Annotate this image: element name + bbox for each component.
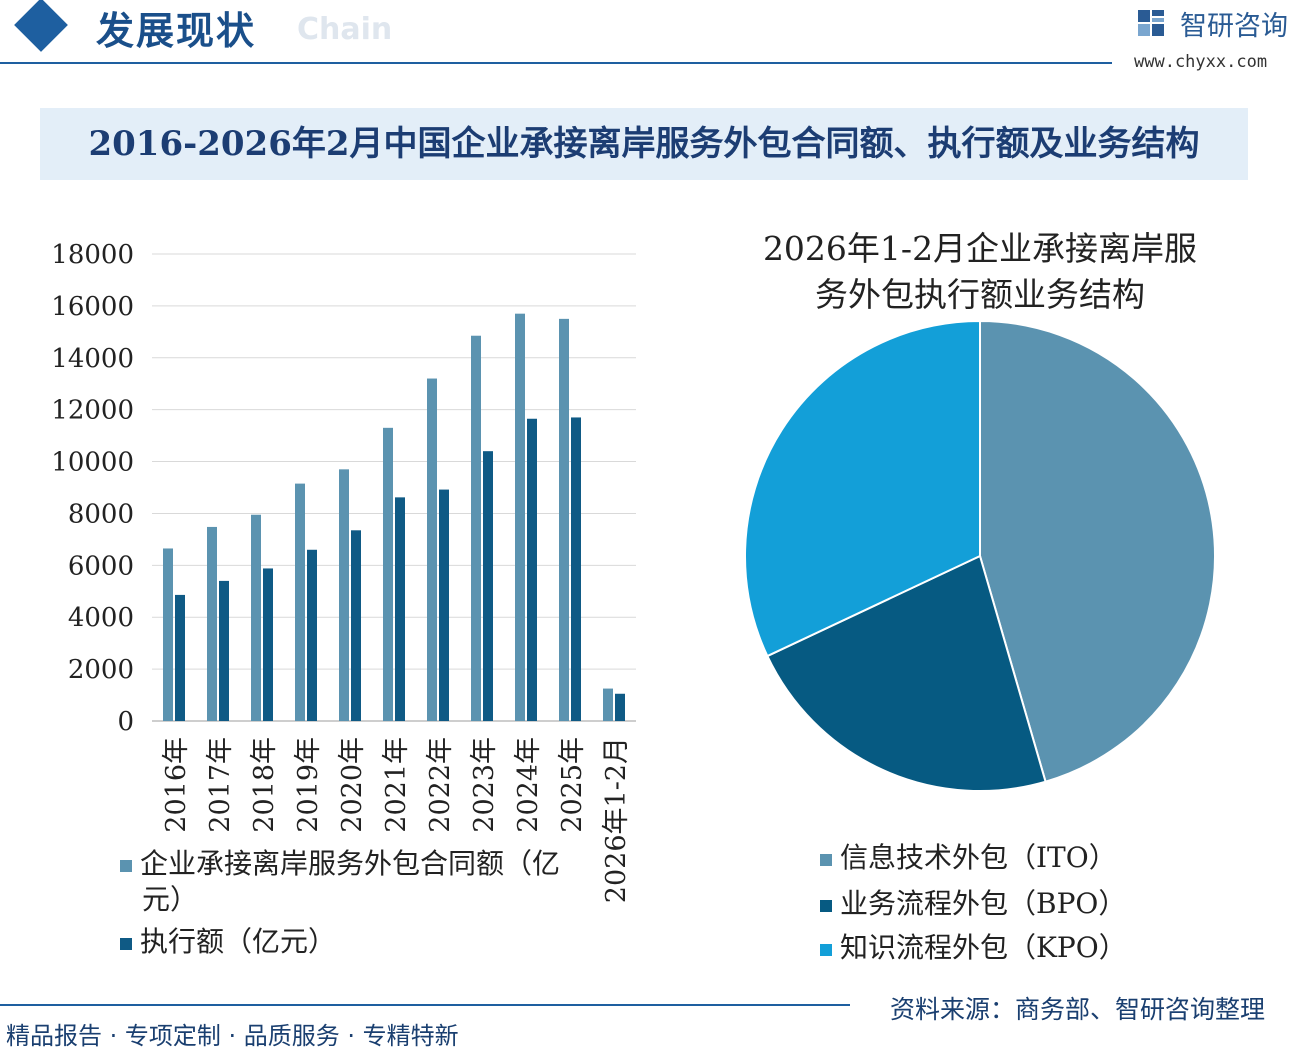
legend-swatch-ito [820,853,832,866]
bar-contract [163,548,173,721]
footer-divider [0,1004,850,1006]
x-tick-label: 2023年 [469,737,500,833]
bar-contract [603,688,613,721]
y-tick-label: 8000 [68,499,134,529]
bar-legend-execution-label: 执行额（亿元） [140,925,337,958]
pie-legend-kpo: 知识流程外包（KPO） [820,926,1127,966]
pie-slice-kpo [744,319,981,658]
pie-legend-bpo-label: 业务流程外包（BPO） [840,887,1127,920]
brand-url: www.chyxx.com [1134,52,1268,72]
pie-chart [744,319,1216,792]
y-tick-label: 0 [117,707,134,737]
data-source: 资料来源：商务部、智研咨询整理 [890,995,1266,1024]
x-tick-label: 2020年 [337,737,368,833]
bar-contract [339,469,349,721]
bar-execution [615,693,625,721]
pie-legend-bpo: 业务流程外包（BPO） [820,882,1126,922]
bar-contract [471,335,481,721]
title-band [40,108,1248,180]
bar-execution [263,568,273,721]
pie-title-line1: 2026年1-2月企业承接离岸服 [762,229,1198,268]
x-tick-label: 2018年 [249,737,280,833]
y-tick-label: 2000 [68,655,134,685]
header-ghost-text: Chain [297,12,393,47]
bar-contract [295,483,305,721]
bar-legend-contract-line2: 元） [142,883,199,916]
legend-swatch-bpo [820,899,832,912]
bar-legend-execution: 执行额（亿元） [120,920,336,960]
bar-execution [175,594,185,721]
pie-legend-ito-label: 信息技术外包（ITO） [840,841,1117,874]
header-diamond-icon [14,0,68,52]
bar-execution [395,497,405,721]
y-tick-label: 6000 [68,551,134,581]
legend-swatch-execution [120,937,132,950]
bar-contract [251,514,261,721]
bar-contract [515,313,525,721]
bar-contract [559,318,569,721]
x-tick-label: 2021年 [381,737,412,833]
x-tick-label: 2024年 [513,737,544,833]
footer-tagline: 精品报告 · 专项定制 · 品质服务 · 专精特新 [6,1022,459,1050]
bar-execution [219,580,229,721]
section-title: 发展现状 [96,8,257,53]
x-tick-label: 2025年 [557,737,588,833]
header-divider [0,62,1112,64]
bar-execution [439,489,449,721]
brand-logo-icon [1138,10,1164,36]
pie-legend-ito: 信息技术外包（ITO） [820,836,1117,876]
x-tick-label: 2026年1-2月 [601,737,632,903]
bar-chart: 0 2000 4000 6000 8000 10000 12000 14000 16000 180… [51,240,636,903]
y-tick-label: 4000 [68,603,134,633]
pie-title-line2: 务外包执行额业务结构 [815,275,1145,314]
bar-legend-contract: 企业承接离岸服务外包合同额（亿 元） [120,846,560,918]
pie-title: 2026年1-2月企业承接离岸服 务外包执行额业务结构 [720,226,1240,318]
x-tick-label: 2022年 [425,737,456,833]
pie-slice-bpo [766,554,1047,792]
bar-contract [427,378,437,721]
pie-legend-kpo-label: 知识流程外包（KPO） [840,931,1127,964]
legend-swatch-kpo [820,943,832,956]
bar-legend-contract-line1: 企业承接离岸服务外包合同额（亿 [140,847,561,880]
bar-execution [351,530,361,721]
legend-swatch-contract [120,859,132,872]
bar-execution [307,549,317,721]
bar-execution [527,418,537,721]
y-tick-label: 12000 [51,396,134,426]
pie-slice-ito [979,319,1216,783]
y-tick-label: 10000 [51,448,134,478]
x-tick-label: 2016年 [161,737,192,833]
bar-execution [483,451,493,721]
bar-contract [383,427,393,721]
y-tick-label: 14000 [51,344,134,374]
x-tick-label: 2019年 [293,737,324,833]
y-tick-label: 18000 [51,240,134,270]
bar-contract [207,526,217,721]
chart-main-title: 2016-2026年2月中国企业承接离岸服务外包合同额、执行额及业务结构 [88,124,1200,164]
x-tick-label: 2017年 [205,737,236,833]
brand-name: 智研咨询 [1180,11,1288,42]
y-tick-label: 16000 [51,292,134,322]
bar-execution [571,417,581,721]
